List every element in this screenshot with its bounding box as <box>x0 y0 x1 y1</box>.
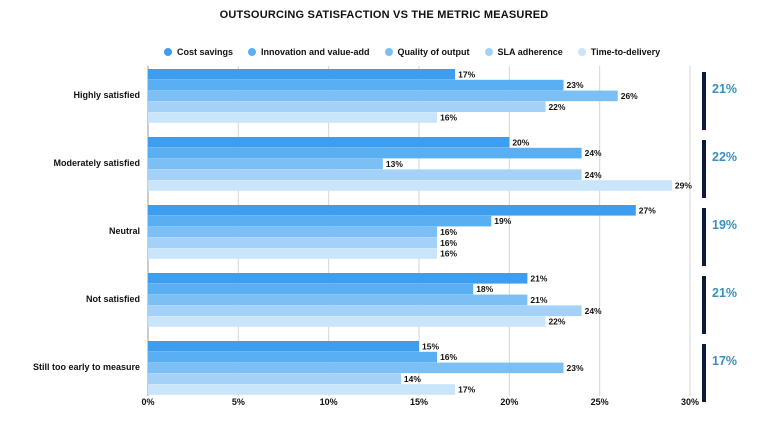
bar <box>148 215 492 227</box>
data-label: 29% <box>675 181 692 191</box>
legend-item-cost-savings: Cost savings <box>164 47 233 57</box>
bar <box>148 373 401 384</box>
average-marker <box>702 72 706 130</box>
bar <box>148 205 636 216</box>
average-marker <box>702 276 706 334</box>
average-value: 21% <box>712 82 737 96</box>
average-marker <box>702 140 706 198</box>
data-label: 21% <box>530 273 547 283</box>
bar <box>148 112 438 123</box>
legend-label: Quality of output <box>397 47 470 57</box>
data-label: 13% <box>386 159 403 169</box>
legend-dot <box>577 48 586 56</box>
x-tick-label: 0% <box>141 397 154 407</box>
data-label: 21% <box>530 295 547 305</box>
bar <box>148 294 528 306</box>
category-label: Moderately satisfied <box>53 158 140 168</box>
bar <box>148 237 438 248</box>
data-label: 16% <box>440 227 457 237</box>
bar <box>148 226 438 238</box>
average-value: 22% <box>712 150 737 164</box>
data-label: 27% <box>639 205 656 215</box>
bar <box>148 316 546 327</box>
data-label: 16% <box>440 249 457 259</box>
legend-item-sla: SLA adherence <box>484 47 563 57</box>
data-label: 17% <box>458 69 475 79</box>
bar <box>148 158 383 170</box>
bar <box>148 90 618 102</box>
x-tick-label: 25% <box>591 397 609 407</box>
legend-label: Time-to-delivery <box>590 47 661 57</box>
data-label: 24% <box>585 148 602 158</box>
average-value: 17% <box>712 354 737 368</box>
legend-label: Cost savings <box>177 47 234 57</box>
average-value: 21% <box>712 286 737 300</box>
x-tick-label: 15% <box>410 397 428 407</box>
legend-dot <box>248 48 257 56</box>
data-label: 23% <box>567 80 584 90</box>
bar <box>148 341 419 352</box>
data-label: 18% <box>476 284 493 294</box>
average-marker <box>702 208 706 266</box>
average-marker <box>702 344 706 402</box>
data-label: 19% <box>494 216 511 226</box>
data-label: 16% <box>440 352 457 362</box>
legend-item-time: Time-to-delivery <box>577 47 661 57</box>
data-label: 22% <box>548 317 565 327</box>
data-label: 20% <box>512 137 529 147</box>
x-tick-label: 5% <box>232 397 245 407</box>
category-label: Not satisfied <box>86 294 140 304</box>
data-label: 17% <box>458 385 475 395</box>
bar <box>148 69 456 80</box>
x-tick-label: 10% <box>320 397 338 407</box>
bar <box>148 351 438 363</box>
bar <box>148 101 546 112</box>
data-label: 24% <box>585 170 602 180</box>
bar <box>148 305 582 316</box>
legend-item-quality: Quality of output <box>384 47 470 57</box>
bar <box>148 79 564 91</box>
bar <box>148 283 474 295</box>
data-label: 15% <box>422 341 439 351</box>
data-label: 23% <box>567 363 584 373</box>
data-label: 22% <box>548 102 565 112</box>
data-label: 24% <box>585 306 602 316</box>
legend-dot <box>484 48 493 56</box>
category-label: Neutral <box>109 226 140 236</box>
bar <box>148 147 582 159</box>
category-label: Highly satisfied <box>73 90 140 100</box>
data-label: 26% <box>621 91 638 101</box>
bar <box>148 248 438 259</box>
data-label: 16% <box>440 113 457 123</box>
bar <box>148 273 528 284</box>
bar <box>148 169 582 180</box>
bar <box>148 180 672 191</box>
data-label: 14% <box>404 374 421 384</box>
x-tick-label: 20% <box>500 397 518 407</box>
x-tick-label: 30% <box>681 397 699 407</box>
legend: Cost savings Innovation and value-add Qu… <box>164 47 675 57</box>
legend-label: Innovation and value-add <box>261 47 370 57</box>
chart-title: OUTSOURCING SATISFACTION VS THE METRIC M… <box>219 9 549 21</box>
legend-dot <box>164 48 172 56</box>
bar <box>148 137 510 148</box>
category-label: Still too early to measure <box>33 362 140 372</box>
legend-dot <box>384 48 393 56</box>
data-label: 16% <box>440 238 457 248</box>
average-value: 19% <box>712 218 737 232</box>
bar <box>148 384 456 395</box>
legend-item-innovation: Innovation and value-add <box>248 47 370 57</box>
bar <box>148 362 564 374</box>
legend-label: SLA adherence <box>497 47 563 57</box>
